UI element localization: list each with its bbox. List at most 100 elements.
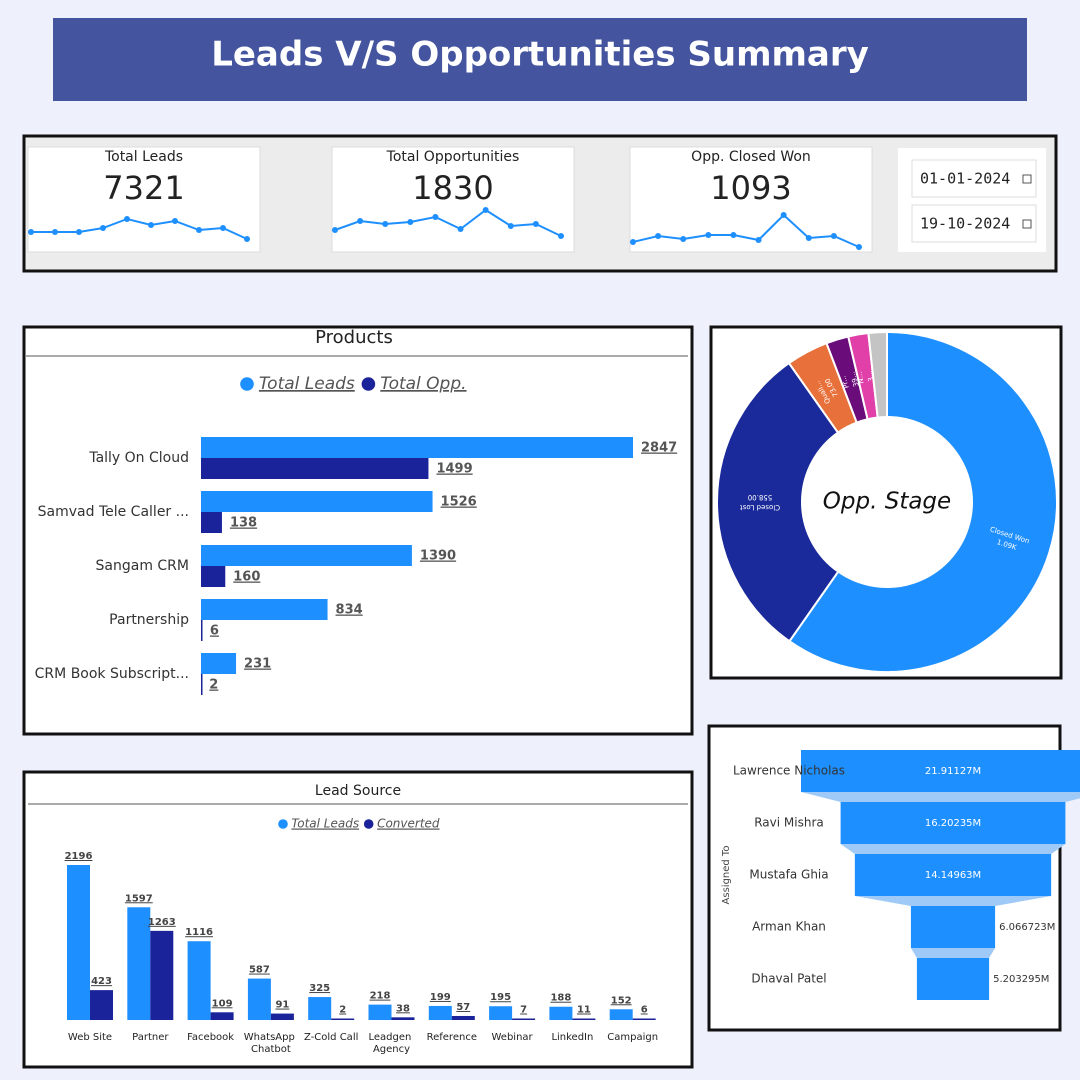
bar	[187, 941, 211, 1020]
bar	[201, 653, 237, 674]
category-label: Dhaval Patel	[751, 972, 826, 986]
legend-marker	[240, 377, 254, 391]
data-label: 7	[520, 1005, 527, 1016]
bar	[201, 620, 203, 641]
data-label: 1116	[185, 927, 213, 938]
kpi-label: Opp. Closed Won	[691, 149, 811, 165]
sparkline-point	[432, 214, 439, 220]
data-label: 218	[370, 991, 391, 1002]
calendar-icon[interactable]	[1022, 174, 1032, 184]
bar	[201, 566, 226, 587]
sparkline-point	[220, 225, 226, 231]
bar	[201, 458, 429, 479]
slice-category: N...	[856, 371, 866, 384]
bar	[632, 1018, 656, 1020]
kpi-card	[27, 146, 261, 253]
legend-label: Total Leads	[259, 374, 355, 394]
sparkline-point	[357, 218, 364, 224]
bar	[201, 674, 203, 695]
legend-marker	[363, 819, 374, 829]
bar	[247, 978, 271, 1020]
data-label: 188	[550, 993, 571, 1004]
products-panel	[22, 325, 694, 736]
data-label: 2196	[65, 851, 93, 862]
data-label: 5.203295M	[993, 974, 1049, 985]
sparkline-point	[805, 235, 812, 241]
data-label: 325	[309, 983, 330, 994]
page-title: Leads V/S Opportunities Summary	[211, 35, 869, 75]
date-start: 01-01-2024	[920, 170, 1010, 188]
bar	[201, 545, 412, 566]
data-label: 2	[209, 678, 218, 693]
sparkline-point	[532, 221, 539, 227]
bar	[270, 1013, 294, 1020]
bar	[489, 1006, 513, 1020]
sparkline-point	[558, 233, 564, 239]
sparkline-point	[172, 218, 178, 224]
bar	[572, 1018, 596, 1020]
legend-label: Total Opp.	[380, 374, 466, 394]
sparkline-point	[196, 227, 202, 233]
data-label: 423	[91, 976, 112, 987]
y-tick-label: Tally On Cloud	[88, 450, 189, 466]
x-tick-label: Reference	[427, 1032, 477, 1043]
bar	[451, 1015, 475, 1020]
data-label: 195	[490, 992, 511, 1003]
chart-title: Products	[315, 327, 393, 348]
slice-category: Closed Lost	[740, 503, 780, 511]
data-label: 6	[210, 624, 219, 639]
funnel-connector	[854, 896, 1052, 906]
bar	[368, 1004, 392, 1020]
legend-marker	[361, 377, 376, 391]
chart-title: Lead Source	[315, 783, 401, 799]
sparkline-point	[630, 239, 636, 245]
bar	[512, 1018, 536, 1020]
bar	[201, 491, 433, 512]
x-tick-label: Leadgen Agency	[368, 1032, 414, 1055]
sparkline-point	[457, 226, 464, 232]
sparkline-point	[100, 225, 106, 231]
kpi-label: Total Opportunities	[386, 149, 520, 165]
sparkline-point	[28, 229, 34, 235]
sparkline-point	[124, 216, 130, 222]
bar	[609, 1009, 633, 1020]
x-tick-label: Z-Cold Call	[304, 1032, 358, 1043]
date-input[interactable]	[911, 159, 1037, 198]
data-label: 587	[249, 965, 270, 976]
x-tick-label: Campaign	[607, 1032, 658, 1043]
kpi-value: 1830	[412, 169, 493, 207]
sparkline-point	[755, 237, 762, 243]
date-end: 19-10-2024	[920, 215, 1010, 233]
sparkline-point	[148, 222, 154, 228]
bar	[201, 512, 222, 533]
y-tick-label: Samvad Tele Caller ...	[38, 504, 189, 520]
data-label: 1390	[420, 549, 456, 564]
bar	[308, 997, 332, 1020]
funnel-connector	[801, 792, 1080, 802]
sparkline-point	[507, 223, 514, 229]
funnel-bar	[854, 854, 1052, 896]
data-label: 6	[641, 1005, 648, 1016]
y-tick-label: Sangam CRM	[96, 558, 189, 574]
calendar-icon[interactable]	[1022, 219, 1032, 229]
kpi-card	[331, 146, 575, 253]
kpi-value: 1093	[710, 169, 791, 207]
date-input[interactable]	[911, 204, 1037, 243]
data-label: 160	[233, 570, 260, 585]
bar	[391, 1017, 415, 1020]
sparkline-point	[856, 244, 862, 250]
data-label: 1526	[441, 495, 477, 510]
sparkline-point	[76, 229, 82, 235]
legend-label: Total Leads	[291, 817, 359, 831]
data-label: 38	[396, 1003, 410, 1014]
sparkline-point	[382, 221, 389, 227]
data-label: 152	[611, 995, 632, 1006]
bar	[67, 865, 90, 1020]
sparkline	[334, 208, 562, 237]
data-label: 1499	[436, 462, 472, 477]
bar	[549, 1006, 573, 1020]
sparkline-point	[332, 227, 338, 233]
data-label: 91	[275, 1000, 289, 1011]
sparkline-point	[482, 207, 489, 213]
sparkline-point	[780, 212, 787, 218]
